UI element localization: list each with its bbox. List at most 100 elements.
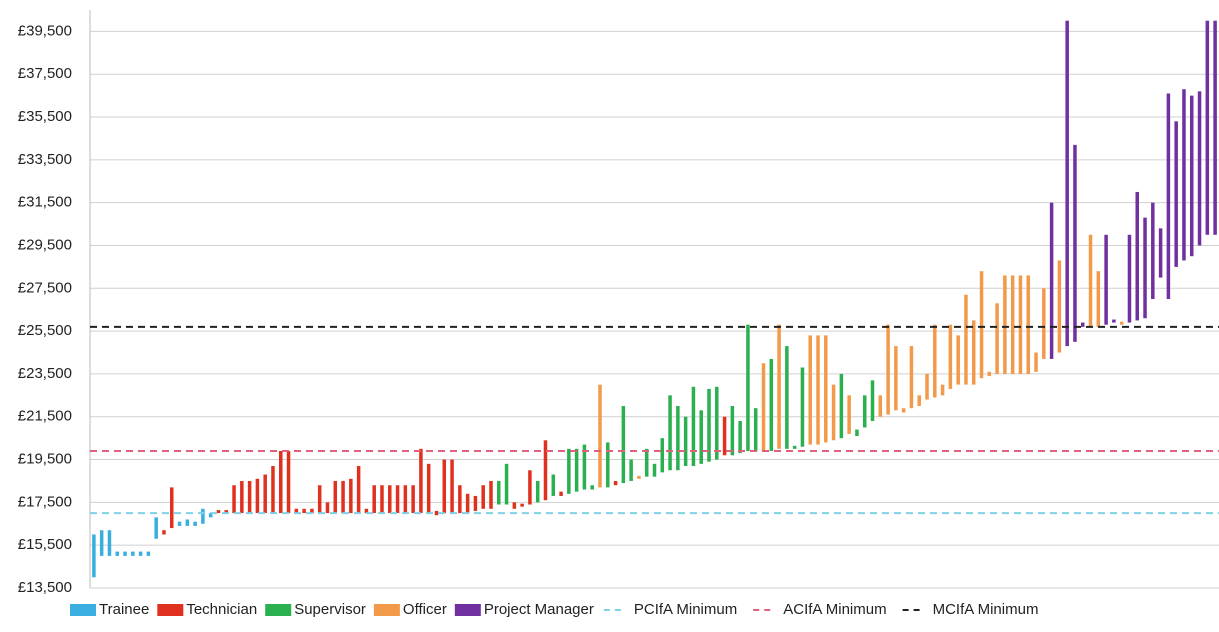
range-bar	[808, 335, 812, 445]
range-bar	[310, 508, 314, 514]
range-bar	[1065, 20, 1069, 347]
range-bar	[707, 388, 711, 462]
range-bar	[341, 480, 345, 514]
range-bar	[131, 551, 135, 556]
range-bar	[364, 508, 369, 514]
range-bar	[107, 530, 112, 556]
range-bar	[715, 386, 719, 460]
range-bar	[660, 438, 665, 473]
legend-label: Project Manager	[484, 601, 594, 618]
range-bar	[442, 459, 447, 514]
range-bar	[699, 410, 703, 464]
range-bar	[878, 395, 883, 417]
range-bar	[528, 470, 532, 505]
range-bar	[901, 408, 906, 413]
y-tick-label: £21,500	[18, 408, 72, 425]
range-bar	[271, 465, 275, 514]
range-bar	[520, 503, 524, 507]
range-bar	[1088, 234, 1093, 327]
y-tick-label: £39,500	[18, 22, 72, 39]
range-bar	[1189, 95, 1194, 257]
range-bar	[403, 485, 408, 514]
range-bar	[870, 380, 875, 422]
range-bar	[777, 324, 781, 449]
y-tick-label: £33,500	[18, 151, 72, 168]
range-bar	[629, 459, 633, 481]
range-bar	[356, 465, 361, 514]
range-bar	[964, 294, 968, 385]
legend-swatch	[157, 604, 184, 616]
range-bar	[380, 485, 384, 514]
legend-label: Supervisor	[294, 601, 366, 618]
y-tick-label: £31,500	[18, 194, 72, 211]
legend-label: Officer	[403, 601, 447, 618]
range-bar	[1166, 93, 1171, 299]
range-bar	[1042, 288, 1046, 359]
range-bar	[1182, 89, 1186, 261]
range-bar	[512, 502, 517, 509]
y-tick-label: £19,500	[18, 451, 72, 468]
range-bar	[123, 551, 127, 556]
range-bar	[325, 502, 330, 514]
y-tick-label: £25,500	[18, 322, 72, 339]
range-bar	[92, 534, 96, 578]
range-bar	[411, 485, 415, 514]
range-bar	[1096, 271, 1101, 327]
range-bar	[154, 517, 158, 539]
range-bar	[933, 324, 937, 398]
range-bar	[372, 485, 376, 514]
range-bar	[497, 480, 501, 505]
range-bar	[652, 463, 657, 477]
legend-label: Technician	[186, 601, 257, 618]
y-tick-label: £27,500	[18, 279, 72, 296]
range-bar	[839, 373, 844, 439]
range-bar	[1143, 217, 1147, 319]
range-bar	[979, 271, 984, 379]
legend-label: MCIfA Minimum	[933, 601, 1039, 618]
y-tick-label: £37,500	[18, 65, 72, 82]
range-bar	[434, 510, 439, 516]
range-bar	[668, 395, 672, 471]
range-bar	[730, 406, 735, 456]
range-bar	[473, 495, 478, 511]
range-bar	[458, 485, 462, 514]
legend-label: Trainee	[99, 601, 149, 618]
range-bar	[925, 373, 929, 400]
range-bar	[785, 346, 789, 449]
range-bar	[1034, 352, 1038, 372]
range-bar	[247, 480, 252, 514]
range-bar	[286, 450, 291, 514]
range-bar	[170, 487, 174, 529]
range-bar	[1104, 234, 1108, 325]
range-bar	[177, 521, 182, 526]
range-bar	[349, 478, 353, 514]
range-bar	[824, 335, 828, 443]
range-bar	[388, 485, 392, 514]
range-bar	[995, 303, 999, 374]
range-bar	[115, 551, 120, 556]
legend-swatch	[265, 604, 292, 616]
range-bar	[683, 416, 688, 466]
range-bar	[582, 444, 587, 490]
range-bar	[590, 485, 594, 490]
range-bar	[504, 463, 509, 505]
range-bar	[1080, 322, 1085, 327]
range-bar	[1112, 319, 1116, 323]
range-bar	[450, 459, 454, 514]
range-bar	[489, 480, 493, 509]
range-bar	[738, 421, 742, 454]
range-bar	[956, 335, 960, 385]
range-bar	[792, 445, 797, 449]
range-bar	[481, 485, 485, 509]
range-bar	[831, 384, 836, 441]
range-bar	[971, 320, 976, 385]
range-bar	[1205, 20, 1210, 235]
range-bar	[1135, 191, 1139, 321]
range-bar	[1197, 91, 1202, 246]
range-bar	[1049, 202, 1054, 359]
range-bar	[559, 491, 563, 496]
range-bar	[676, 406, 680, 471]
range-bar	[886, 324, 890, 415]
range-bar	[551, 474, 556, 496]
